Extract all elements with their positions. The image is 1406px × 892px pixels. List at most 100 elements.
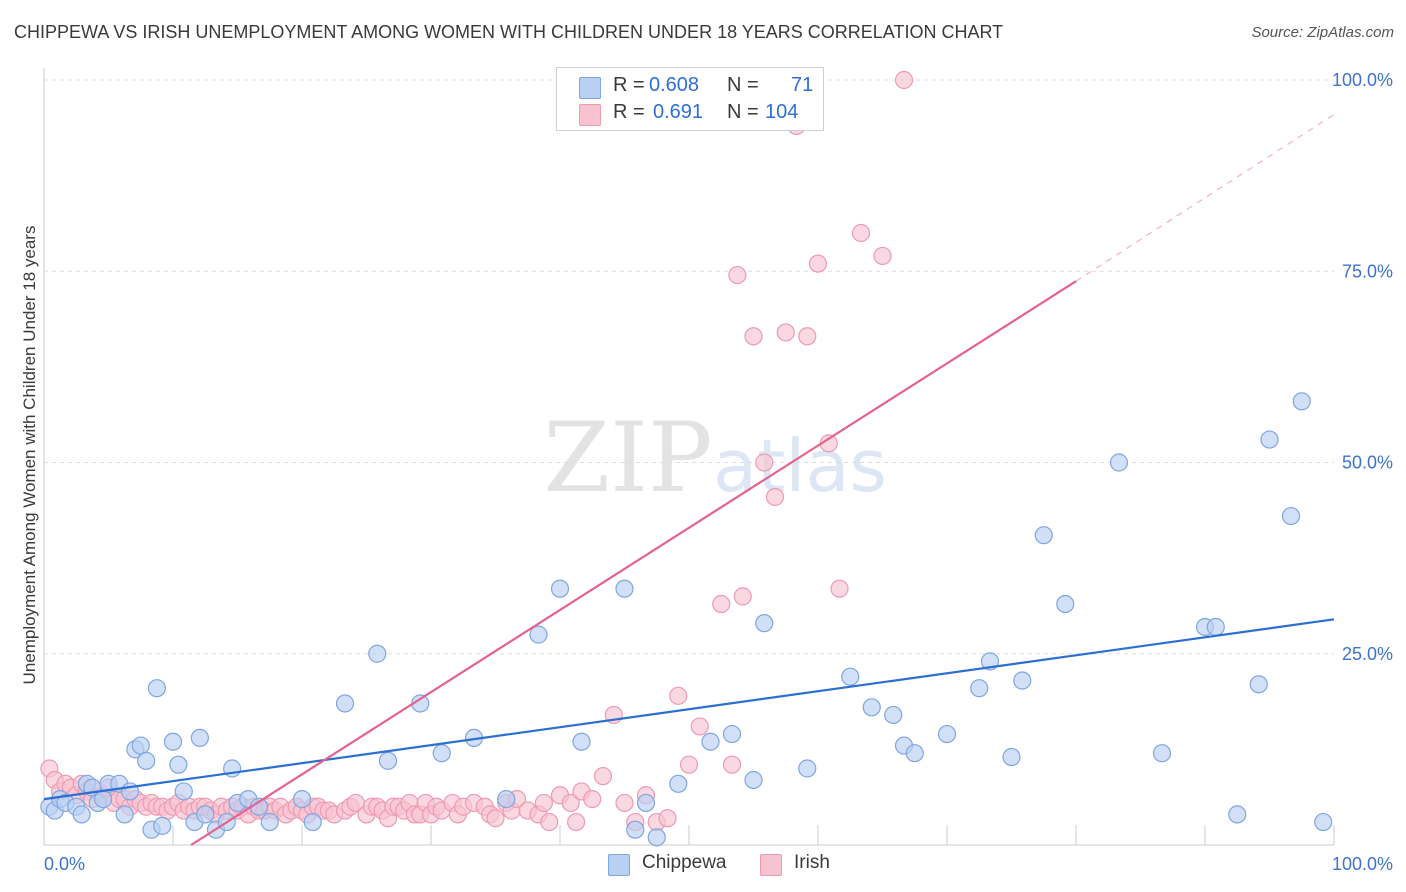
- points-layer: [40, 70, 1333, 847]
- chippewa-point: [1228, 805, 1247, 824]
- chippewa-point: [335, 694, 355, 713]
- y-tick-label: 50.0%: [1342, 453, 1393, 473]
- chippewa-point: [147, 679, 166, 698]
- chippewa-r-label: R =: [613, 74, 645, 96]
- chippewa-point: [669, 774, 688, 793]
- chippewa-point: [153, 816, 172, 835]
- irish-trend-extension: [1075, 113, 1335, 282]
- irish-point: [669, 686, 688, 705]
- chippewa-point: [432, 744, 451, 763]
- chippewa-point: [755, 614, 774, 633]
- chippewa-point: [798, 759, 817, 778]
- chippewa-point: [1109, 453, 1129, 472]
- chippewa-trend-line: [43, 618, 1335, 801]
- chippewa-point: [163, 732, 183, 751]
- chippewa-point: [1260, 430, 1279, 449]
- irish-point: [534, 793, 553, 813]
- irish-point: [755, 453, 774, 472]
- chippewa-point: [1281, 506, 1301, 526]
- irish-point: [679, 755, 699, 774]
- irish-point: [733, 587, 752, 606]
- chippewa-n-value: 71: [791, 74, 814, 96]
- irish-point: [830, 579, 849, 598]
- chippewa-point: [626, 820, 645, 839]
- bottom-irish-label: Irish: [794, 852, 830, 873]
- y-tick-label: 25.0%: [1342, 644, 1393, 664]
- y-tick-label: 75.0%: [1342, 261, 1393, 281]
- chippewa-point: [1034, 526, 1053, 545]
- chippewa-point: [615, 579, 634, 598]
- chippewa-point: [636, 793, 656, 813]
- irish-r-label: R =: [613, 101, 645, 123]
- bottom-irish-swatch: [760, 854, 782, 876]
- irish-point: [744, 327, 763, 346]
- chippewa-point: [1013, 671, 1032, 690]
- x-tick-label: 100.0%: [1332, 854, 1393, 874]
- chippewa-point: [303, 812, 322, 832]
- irish-point: [561, 793, 580, 813]
- watermark-zip: ZIP: [543, 402, 712, 514]
- chippewa-point: [1002, 747, 1021, 767]
- chippewa-point: [137, 751, 156, 770]
- ticks-layer: 25.0% 50.0% 75.0% 100.0% 0.0% 100.0%: [44, 70, 1393, 874]
- trend-layer: [43, 113, 1335, 846]
- chippewa-swatch: [579, 77, 601, 99]
- chippewa-point: [72, 805, 91, 824]
- irish-r-value: 0.691: [653, 101, 704, 123]
- chippewa-point: [550, 579, 570, 598]
- chippewa-point: [196, 805, 215, 824]
- chippewa-point: [131, 736, 150, 755]
- correlation-legend: R = 0.608 N = 71 R = 0.691 N = 104: [556, 67, 824, 131]
- bottom-chippewa-label: Chippewa: [642, 852, 727, 873]
- irish-n-label: N =: [727, 101, 759, 123]
- chippewa-point: [190, 728, 209, 748]
- chippewa-point: [1249, 675, 1268, 694]
- chippewa-point: [647, 828, 666, 847]
- irish-point: [728, 265, 747, 285]
- chippewa-point: [841, 667, 860, 686]
- irish-point: [583, 789, 602, 809]
- irish-point: [808, 254, 828, 273]
- chippewa-point: [292, 789, 312, 809]
- chippewa-point: [937, 724, 957, 744]
- irish-point: [567, 812, 586, 832]
- chippewa-point: [970, 679, 989, 698]
- chippewa-point: [862, 698, 881, 717]
- chippewa-point: [884, 705, 903, 725]
- chippewa-point: [529, 625, 548, 644]
- chippewa-n-label: N =: [727, 74, 759, 96]
- y-tick-label: 100.0%: [1332, 70, 1393, 90]
- irish-point: [894, 70, 914, 90]
- chippewa-point: [1152, 744, 1172, 763]
- chippewa-point: [1056, 594, 1075, 614]
- irish-point: [873, 246, 892, 266]
- chippewa-point: [497, 789, 516, 809]
- source-label: Source: ZipAtlas.com: [1251, 24, 1394, 41]
- irish-point: [615, 793, 634, 813]
- bottom-chippewa-swatch: [608, 854, 630, 876]
- x-tick-label: 0.0%: [44, 854, 85, 874]
- irish-n-value: 104: [765, 101, 799, 123]
- chippewa-point: [701, 732, 720, 751]
- irish-point: [851, 223, 871, 243]
- chippewa-point: [1206, 617, 1225, 637]
- y-axis-label: Unemployment Among Women with Children U…: [20, 225, 39, 685]
- chippewa-point: [378, 751, 398, 770]
- irish-point: [658, 809, 677, 828]
- irish-swatch: [579, 104, 601, 126]
- irish-point: [540, 812, 559, 832]
- chippewa-point: [368, 644, 387, 663]
- chippewa-point: [744, 770, 763, 790]
- irish-point: [690, 717, 709, 736]
- irish-point: [712, 594, 731, 614]
- chippewa-point: [572, 732, 591, 751]
- irish-point: [798, 327, 817, 346]
- chippewa-point: [174, 782, 193, 801]
- chippewa-point: [1292, 392, 1311, 411]
- irish-trend-line: [190, 280, 1077, 846]
- chippewa-r-value: 0.608: [649, 74, 700, 96]
- chippewa-point: [115, 805, 134, 824]
- chippewa-point: [94, 789, 113, 809]
- chippewa-point: [722, 724, 742, 744]
